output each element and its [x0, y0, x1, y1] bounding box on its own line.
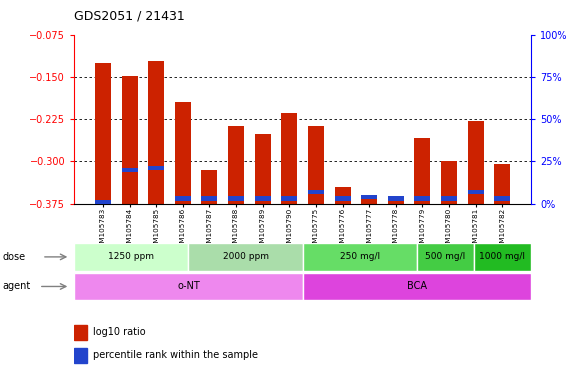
Bar: [335, 187, 351, 204]
Bar: [474, 243, 531, 271]
Bar: [335, 196, 351, 200]
Bar: [175, 102, 191, 204]
Bar: [74, 348, 87, 362]
Text: 1250 ppm: 1250 ppm: [108, 252, 154, 262]
Bar: [417, 243, 474, 271]
Bar: [468, 121, 484, 204]
Bar: [122, 167, 138, 172]
Text: percentile rank within the sample: percentile rank within the sample: [94, 350, 259, 360]
Bar: [308, 126, 324, 204]
Bar: [282, 113, 297, 204]
Bar: [74, 273, 303, 300]
Bar: [122, 76, 138, 204]
Bar: [188, 243, 303, 271]
Bar: [255, 196, 271, 200]
Bar: [202, 170, 218, 204]
Bar: [95, 63, 111, 204]
Bar: [494, 196, 510, 200]
Bar: [441, 196, 457, 200]
Bar: [303, 243, 417, 271]
Bar: [361, 195, 377, 204]
Text: agent: agent: [3, 281, 31, 291]
Text: 2000 ppm: 2000 ppm: [223, 252, 268, 262]
Text: 500 mg/l: 500 mg/l: [425, 252, 465, 262]
Bar: [388, 196, 404, 200]
Bar: [441, 161, 457, 204]
Text: GDS2051 / 21431: GDS2051 / 21431: [74, 10, 185, 23]
Bar: [95, 200, 111, 204]
Bar: [202, 196, 218, 200]
Text: 250 mg/l: 250 mg/l: [340, 252, 380, 262]
Bar: [361, 195, 377, 199]
Bar: [255, 134, 271, 204]
Bar: [415, 196, 431, 200]
Bar: [468, 190, 484, 194]
Bar: [494, 164, 510, 204]
Bar: [388, 198, 404, 204]
Bar: [74, 325, 87, 340]
Text: log10 ratio: log10 ratio: [94, 327, 146, 337]
Text: o-NT: o-NT: [177, 281, 200, 291]
Text: dose: dose: [3, 252, 26, 262]
Text: 1000 mg/l: 1000 mg/l: [480, 252, 525, 262]
Bar: [415, 137, 431, 204]
Bar: [228, 196, 244, 200]
Bar: [282, 196, 297, 200]
Bar: [74, 243, 188, 271]
Bar: [308, 190, 324, 194]
Bar: [148, 61, 164, 204]
Bar: [303, 273, 531, 300]
Bar: [148, 166, 164, 170]
Text: BCA: BCA: [407, 281, 427, 291]
Bar: [228, 126, 244, 204]
Bar: [175, 196, 191, 200]
